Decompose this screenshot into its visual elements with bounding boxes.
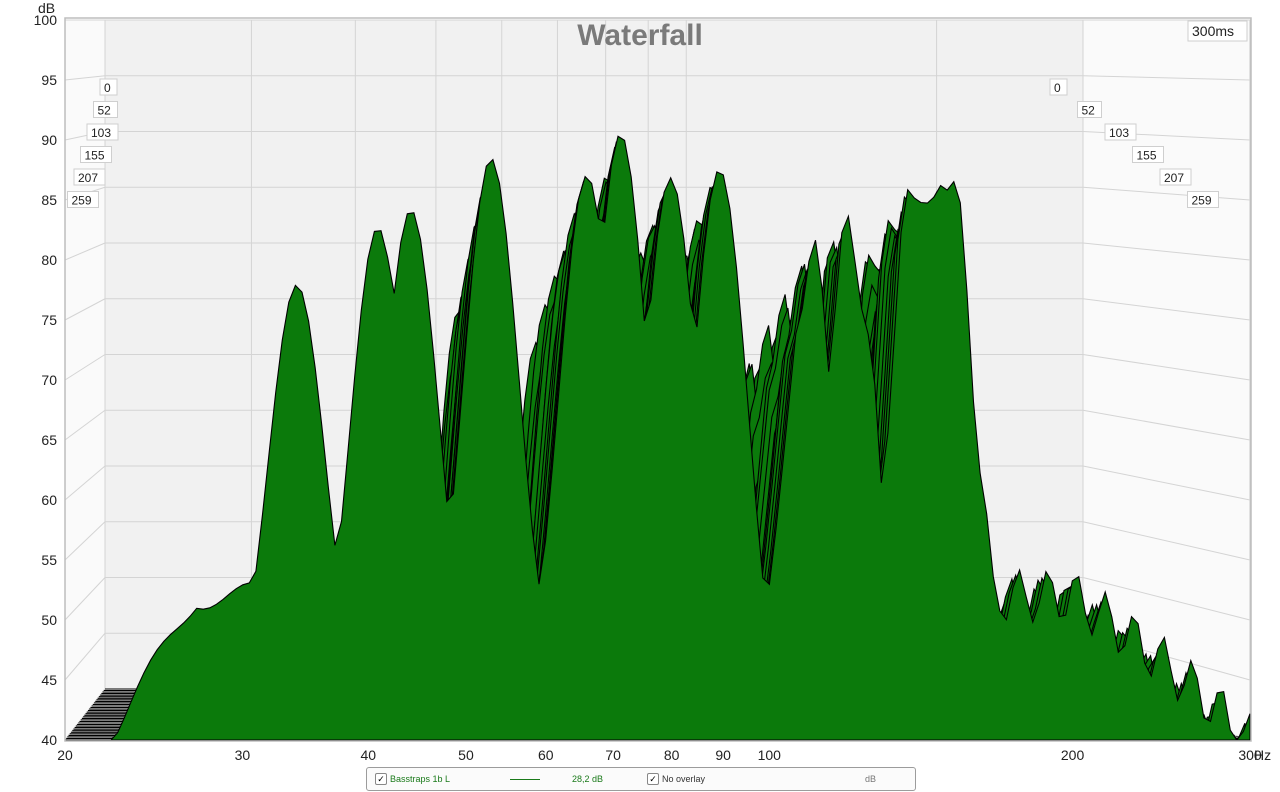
y-tick-label: 90: [41, 132, 57, 148]
series-swatch: [510, 779, 540, 780]
y-tick-label: 55: [41, 552, 57, 568]
time-slice-label-left: 0: [104, 81, 111, 95]
x-tick-label: 20: [57, 747, 73, 763]
x-tick-label: 200: [1061, 747, 1085, 763]
x-tick-label: 100: [758, 747, 782, 763]
time-slice-label-right: 103: [1109, 126, 1129, 140]
waterfall-chart: 100 95 90 85 80 75 70 65 60 55 50 45 40 20 30 40 50 60 70…: [33, 0, 1272, 763]
y-tick-label: 50: [41, 612, 57, 628]
x-tick-label: 90: [715, 747, 731, 763]
time-slice-label-right: 207: [1164, 171, 1184, 185]
x-tick-label: 30: [235, 747, 251, 763]
x-tick-label: 50: [458, 747, 474, 763]
time-slice-label-right: 259: [1192, 194, 1212, 208]
overlay-checkbox[interactable]: ✓: [647, 773, 659, 785]
y-tick-label: 40: [41, 732, 57, 748]
y-tick-label: 95: [41, 72, 57, 88]
y-tick-label: 45: [41, 672, 57, 688]
x-tick-label: 80: [664, 747, 680, 763]
legend-bar: ✓ Basstraps 1b L 28,2 dB ✓ No overlay dB: [366, 767, 916, 791]
waterfall-surface: [65, 135, 1251, 741]
series-name: Basstraps 1b L: [390, 774, 451, 784]
x-tick-label: 60: [538, 747, 554, 763]
plot-frame: [64, 17, 1252, 742]
x-tick-label: 300: [1238, 747, 1262, 763]
time-slice-label-left: 259: [72, 194, 92, 208]
series-checkbox[interactable]: ✓: [375, 773, 387, 785]
y-tick-label: 75: [41, 312, 57, 328]
x-unit-label: Hz: [1254, 747, 1271, 763]
x-tick-label: 40: [361, 747, 377, 763]
overlay-unit: dB: [865, 774, 877, 784]
x-axis: 20 30 40 50 60 70 80 90 100 200 300: [57, 747, 1262, 763]
time-slice-label-left: 155: [85, 149, 105, 163]
y-tick-label: 65: [41, 432, 57, 448]
x-tick-label: 70: [605, 747, 621, 763]
time-slice-label-right: 155: [1137, 149, 1157, 163]
chart-title: Waterfall: [577, 19, 703, 52]
y-tick-label: 85: [41, 192, 57, 208]
time-slice-label-left: 52: [98, 104, 112, 118]
y-tick-label: 100: [34, 12, 58, 28]
time-slice-label-right: 52: [1082, 104, 1096, 118]
y-tick-label: 60: [41, 492, 57, 508]
y-unit-label: dB: [38, 0, 55, 16]
series-value: 28,2 dB: [572, 774, 604, 784]
y-axis: 100 95 90 85 80 75 70 65 60 55 50 45 40: [34, 12, 58, 748]
time-slice-labels: 0 0 52 52 103 103 155 155 207 207 259 259: [67, 78, 1219, 208]
time-slice-label-left: 103: [91, 126, 111, 140]
y-tick-label: 70: [41, 372, 57, 388]
y-tick-label: 80: [41, 252, 57, 268]
waterfall-slice: [65, 135, 1251, 741]
overlay-label: No overlay: [662, 774, 706, 784]
time-slice-label-left: 207: [78, 171, 98, 185]
time-window-label: 300ms: [1192, 23, 1234, 39]
time-window-box: [1187, 20, 1248, 42]
time-slice-label-right: 0: [1054, 81, 1061, 95]
